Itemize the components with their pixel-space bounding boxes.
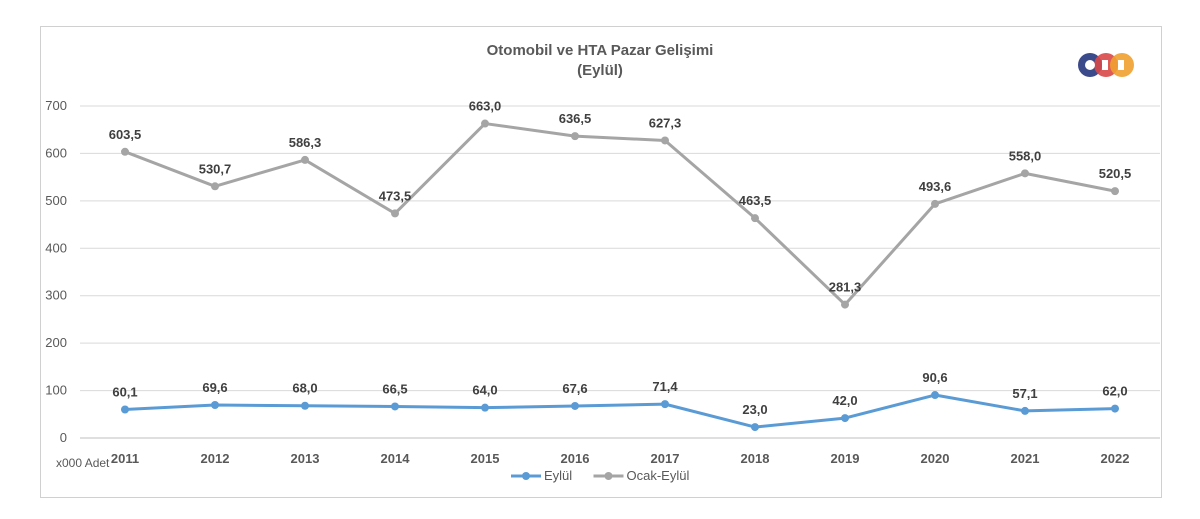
data-point: [931, 391, 939, 400]
y-tick-label: 300: [45, 288, 67, 303]
data-label: 493,6: [919, 179, 952, 194]
data-label: 90,6: [922, 370, 947, 385]
data-label: 57,1: [1012, 386, 1037, 401]
data-point: [391, 209, 399, 218]
x-tick-label: 2012: [201, 451, 230, 466]
data-label: 69,6: [202, 380, 227, 395]
data-point: [121, 405, 129, 414]
data-label: 64,0: [472, 383, 497, 398]
y-tick-label: 700: [45, 98, 67, 113]
data-label: 66,5: [382, 381, 407, 396]
data-label: 281,3: [829, 280, 862, 295]
x-tick-label: 2018: [741, 451, 770, 466]
legend-marker: [604, 472, 613, 480]
legend-marker: [522, 472, 530, 480]
y-tick-label: 600: [45, 145, 67, 160]
x-tick-label: 2014: [381, 451, 411, 466]
data-point: [391, 402, 399, 411]
y-tick-label: 500: [45, 193, 67, 208]
data-point: [841, 300, 849, 309]
data-point: [931, 199, 939, 208]
y-tick-label: 0: [60, 430, 67, 445]
data-label: 530,7: [199, 161, 232, 176]
data-label: 627,3: [649, 115, 682, 130]
data-label: 60,1: [112, 384, 137, 399]
y-tick-label: 200: [45, 335, 67, 350]
data-point: [1021, 169, 1029, 178]
data-point: [1111, 404, 1119, 413]
y-axis-unit-label: x000 Adet: [56, 456, 110, 470]
chart-subtitle: (Eylül): [577, 62, 623, 79]
data-label: 463,5: [739, 193, 772, 208]
data-point: [481, 119, 489, 128]
chart-frame: [40, 26, 1162, 498]
data-label: 663,0: [469, 99, 502, 114]
chart-title: Otomobil ve HTA Pazar Gelişimi: [486, 42, 714, 59]
y-tick-label: 400: [45, 240, 67, 255]
data-point: [211, 182, 219, 191]
data-label: 473,5: [379, 188, 412, 203]
legend-label: Eylül: [544, 468, 572, 483]
x-tick-label: 2017: [651, 451, 680, 466]
odd-logo: [1078, 53, 1134, 77]
data-point: [1021, 406, 1029, 415]
data-label: 636,5: [559, 111, 592, 126]
data-label: 71,4: [652, 379, 678, 394]
data-point: [211, 400, 219, 409]
data-label: 42,0: [832, 393, 857, 408]
data-point: [661, 136, 669, 145]
legend-label: Ocak-Eylül: [627, 468, 690, 483]
data-point: [301, 401, 309, 410]
data-label: 520,5: [1099, 166, 1132, 181]
x-tick-label: 2015: [471, 451, 500, 466]
data-label: 67,6: [562, 381, 587, 396]
data-label: 68,0: [292, 381, 317, 396]
series-line: [124, 122, 1116, 307]
x-tick-label: 2020: [921, 451, 950, 466]
data-point: [841, 414, 849, 423]
data-point: [571, 132, 579, 141]
x-tick-label: 2016: [561, 451, 590, 466]
data-point: [1111, 187, 1119, 196]
data-point: [301, 155, 309, 164]
data-label: 558,0: [1009, 148, 1042, 163]
data-point: [661, 400, 669, 409]
data-point: [481, 403, 489, 412]
series-line: [124, 393, 1116, 429]
y-tick-label: 100: [45, 383, 67, 398]
data-label: 62,0: [1102, 384, 1127, 399]
x-tick-label: 2019: [831, 451, 860, 466]
data-label: 586,3: [289, 135, 322, 150]
x-tick-label: 2022: [1101, 451, 1130, 466]
x-tick-label: 2021: [1011, 451, 1040, 466]
data-point: [751, 423, 759, 432]
data-point: [751, 214, 759, 223]
data-point: [571, 401, 579, 410]
x-tick-label: 2011: [111, 451, 139, 466]
x-tick-label: 2013: [291, 451, 320, 466]
data-label: 603,5: [109, 127, 142, 142]
data-point: [121, 147, 129, 156]
data-label: 23,0: [742, 402, 767, 417]
